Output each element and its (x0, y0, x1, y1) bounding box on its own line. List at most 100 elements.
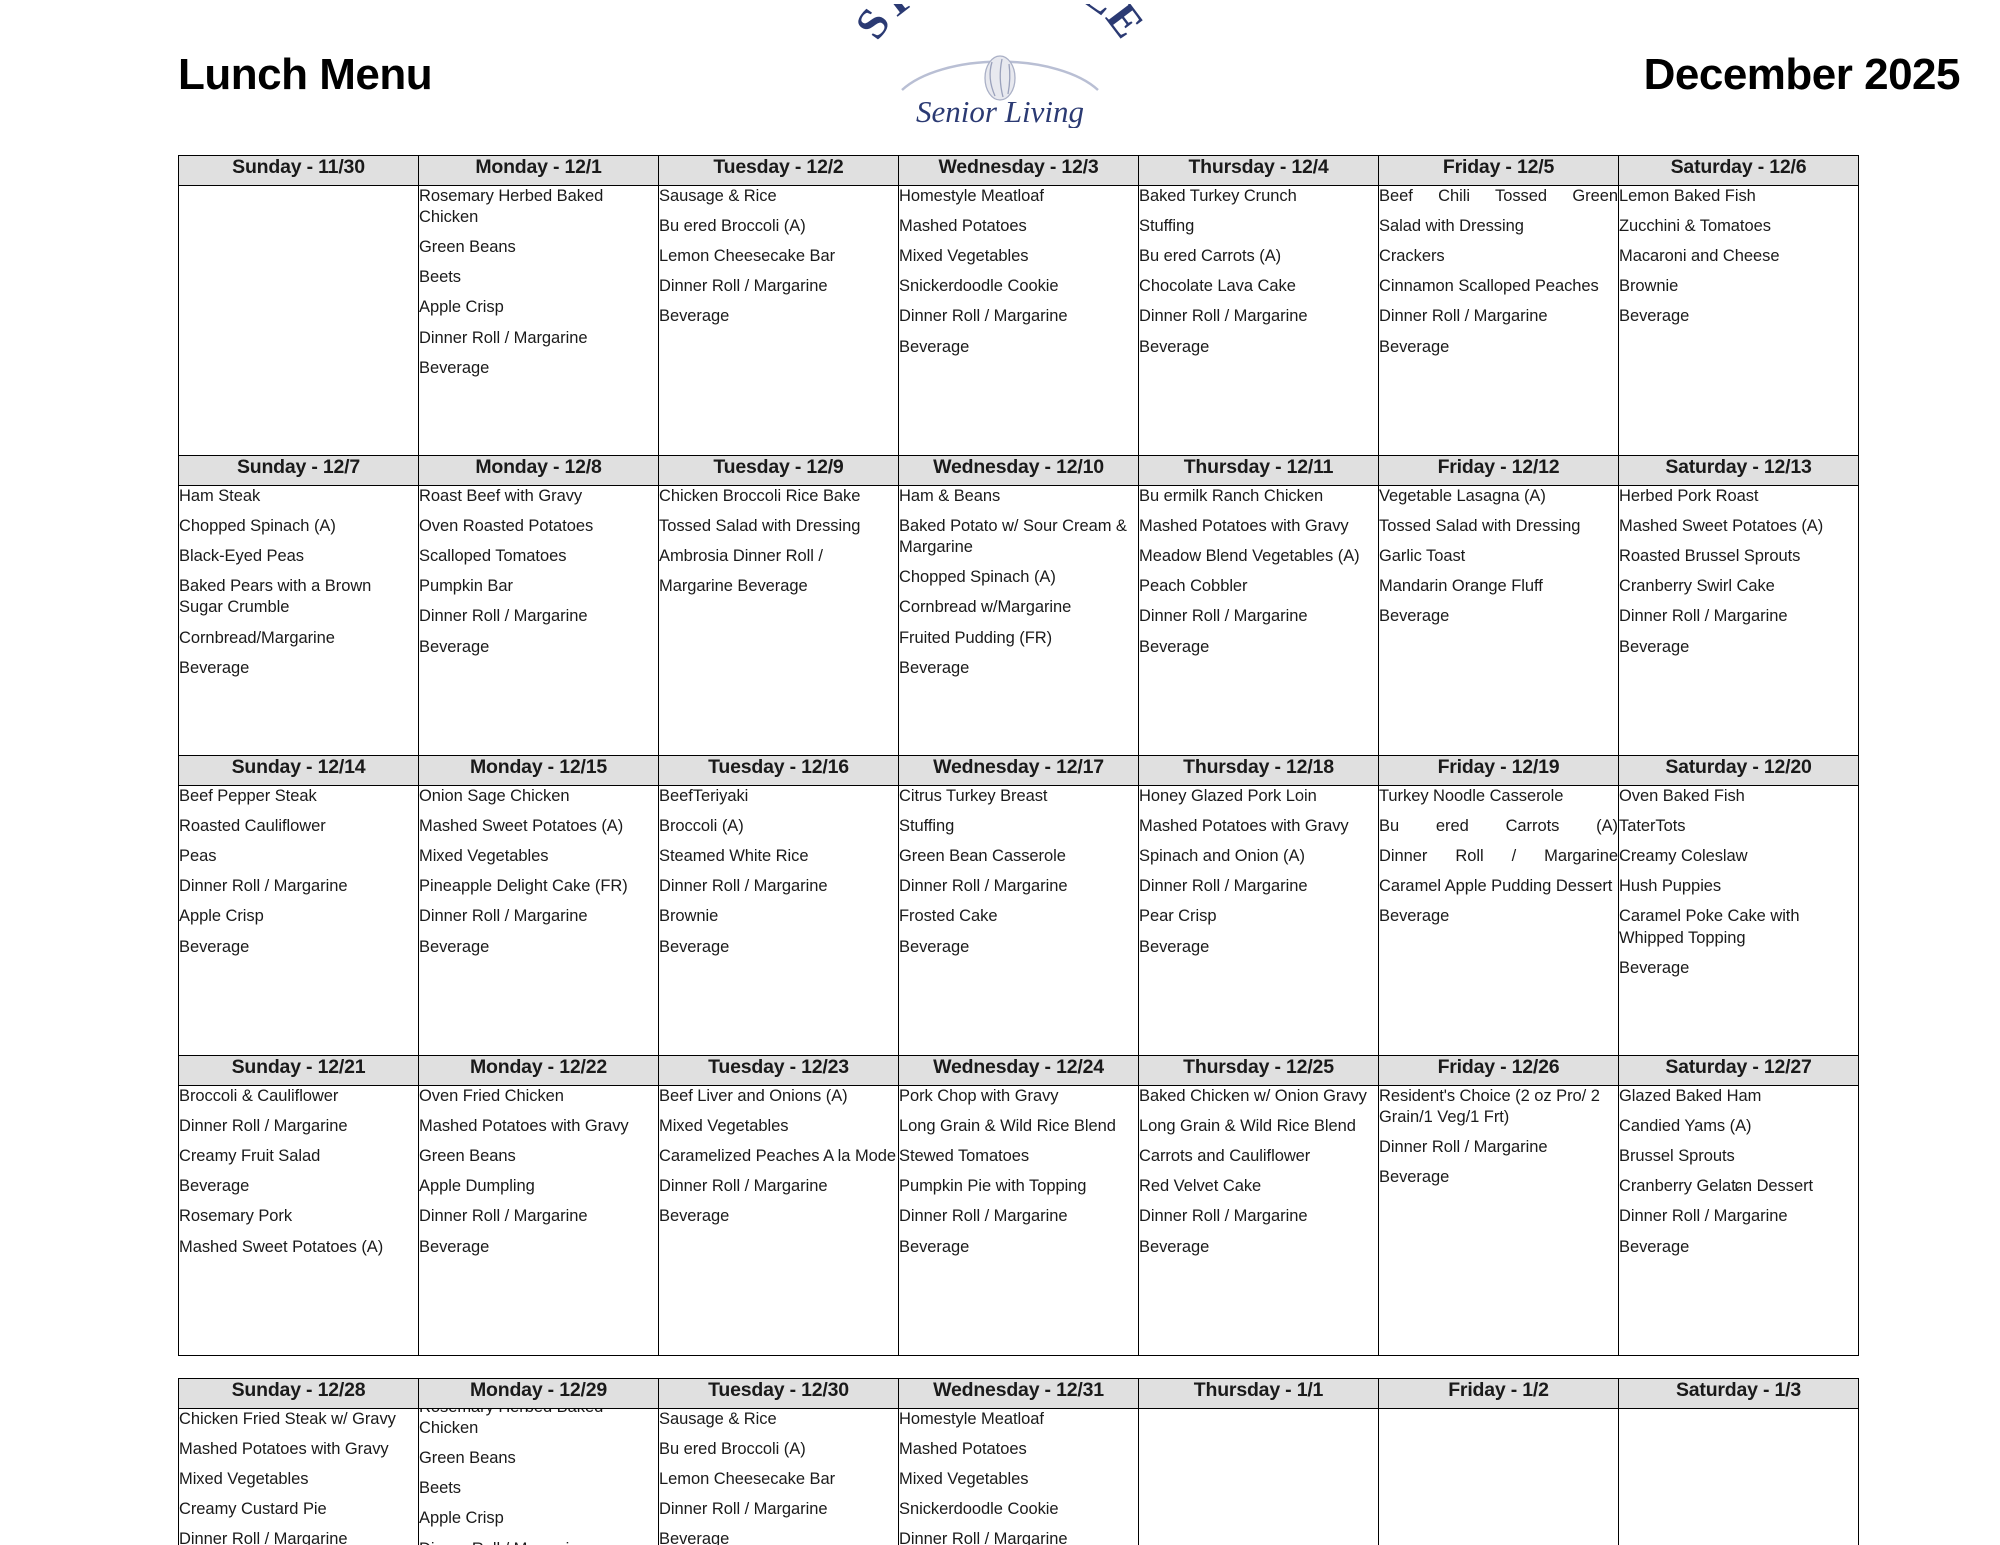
menu-item: Dinner Roll / Margarine (1619, 607, 1788, 626)
day-header-wednesday: Wednesday - 12/31 (898, 1378, 1139, 1409)
menu-item: Mashed Potatoes (899, 217, 1027, 236)
day-cell (1138, 1408, 1379, 1545)
menu-item: Mixed Vegetables (899, 247, 1029, 266)
menu-item: Apple Crisp (419, 298, 504, 317)
steelville-senior-living-logo: STEELVILLE Senior Living (850, 4, 1150, 128)
menu-item: Zucchini & Tomatoes (1619, 217, 1771, 236)
menu-item: Beverage (1619, 637, 1690, 656)
menu-item: Beverage (1619, 958, 1690, 977)
menu-item: Brownie (659, 907, 719, 926)
menu-item: Apple Crisp (179, 907, 264, 926)
day-cell: Lemon Baked Fish Zucchini & Tomatoes Macar… (1618, 185, 1859, 456)
menu-item-list: Roast Beef with Gravy Oven Roasted Potato… (419, 487, 658, 658)
menu-item: Oven Roasted Potatoes (419, 517, 594, 536)
calendar-header-row: Sunday - 12/14 Monday - 12/15 Tuesday - 12… (178, 755, 1859, 786)
menu-item: BeefTeriyaki (659, 787, 749, 805)
day-cell: Ham & Beans Baked Potato w/ Sour Cream & … (898, 485, 1139, 756)
menu-item: Green Beans (419, 1147, 516, 1166)
day-header-tuesday: Tuesday - 12/23 (658, 1055, 899, 1086)
menu-item: Beverage (179, 1177, 250, 1196)
menu-item: Dinner Roll / Margarine (1379, 1138, 1548, 1157)
day-header-thursday: Thursday - 12/11 (1138, 455, 1379, 486)
menu-item: Tossed Salad with Dressing (659, 517, 861, 536)
day-cell: Homestyle Meatloaf Mashed Potatoes Mixed V… (898, 185, 1139, 456)
menu-item: Dinner Roll / Margarine (419, 907, 588, 926)
day-header-friday: Friday - 12/26 (1378, 1055, 1619, 1086)
day-header-saturday: Saturday - 12/27 (1618, 1055, 1859, 1086)
menu-item: Chopped Spinach (A) (179, 517, 336, 536)
menu-item-list (1380, 1410, 1618, 1411)
day-cell: Citrus Turkey Breast Stuffing Green Bean C… (898, 785, 1139, 1056)
calendar-main-table: Sunday - 11/30 Monday - 12/1 Tuesday - 12/… (178, 155, 1859, 1356)
menu-item: Dinner Roll / Margarine (1139, 607, 1308, 626)
menu-item: Dinner Roll / Margarine (659, 877, 828, 896)
day-header-tuesday: Tuesday - 12/9 (658, 455, 899, 486)
menu-item: Beverage (899, 937, 970, 956)
menu-item: Beverage (659, 1207, 730, 1226)
menu-item: Creamy Fruit Salad (179, 1147, 321, 1166)
menu-item: Dinner Roll / Margarine (899, 1530, 1068, 1545)
menu-item: Baked Potato w/ Sour Cream & Margarine (899, 517, 1127, 557)
menu-item-list: Resident's Choice (2 oz Pro/ 2 Grain/1 V… (1379, 1087, 1618, 1189)
menu-item: Baked Chicken w/ Onion Gravy (1139, 1087, 1367, 1105)
menu-item: Dinner Roll / Margarine (1379, 307, 1548, 326)
menu-item-list (1620, 1410, 1858, 1411)
day-cell (1378, 1408, 1619, 1545)
day-header-tuesday: Tuesday - 12/16 (658, 755, 899, 786)
menu-item-list: Rosemary Herbed Baked Chicken Green Beans… (419, 187, 658, 379)
menu-item: Ambrosia Dinner Roll / (659, 547, 824, 566)
menu-item: Pumpkin Pie with Topping (899, 1177, 1087, 1196)
calendar-header-row: Sunday - 11/30 Monday - 12/1 Tuesday - 12/… (178, 155, 1859, 186)
menu-item: Creamy Coleslaw (1619, 847, 1748, 866)
menu-item-list: Lemon Baked Fish Zucchini & Tomatoes Macar… (1619, 187, 1858, 328)
menu-item: Dinner Roll / Margarine (899, 877, 1068, 896)
menu-item: Bu ered Broccoli (A) (659, 217, 806, 236)
menu-item-list: Rosemary Herbed Baked Chicken Green Beans… (420, 1410, 658, 1545)
menu-item-list: Homestyle Meatloaf Mashed Potatoes Mixed V… (899, 1410, 1138, 1545)
day-header-monday: Monday - 12/29 (418, 1378, 659, 1409)
menu-item: Vegetable Lasagna (A) (1379, 487, 1546, 505)
day-header-monday: Monday - 12/1 (418, 155, 659, 186)
day-header-sunday: Sunday - 11/30 (178, 155, 419, 186)
menu-item: Dinner Roll / Margarine (179, 1530, 348, 1545)
menu-item: Herbed Pork Roast (1619, 487, 1759, 505)
menu-item: Tossed Salad with Dressing (1379, 517, 1581, 536)
menu-item: Long Grain & Wild Rice Blend (899, 1117, 1116, 1136)
day-cell: Onion Sage Chicken Mashed Sweet Potatoes … (418, 785, 659, 1056)
day-cell: Resident's Choice (2 oz Pro/ 2 Grain/1 V… (1378, 1085, 1619, 1356)
menu-item: Caramel Apple Pudding Dessert (1379, 877, 1613, 896)
menu-item: Dinner Roll / Margarine (420, 1539, 658, 1545)
menu-item: Beverage (1139, 937, 1210, 956)
menu-item: Crackers (1379, 247, 1445, 266)
menu-item: Oven Fried Chicken (419, 1087, 564, 1105)
menu-item: Beef Liver and Onions (A) (659, 1087, 848, 1105)
day-header-sunday: Sunday - 12/28 (178, 1378, 419, 1409)
menu-item: Mashed Potatoes with Gravy (1139, 517, 1349, 536)
menu-item: Beverage (1139, 337, 1210, 356)
day-cell: Baked Turkey Crunch Stuffing Bu ered Carro… (1138, 185, 1379, 456)
menu-item: Beverage (899, 337, 970, 356)
menu-item: Dinner Roll / Margarine (1139, 1207, 1308, 1226)
day-cell: Chicken Broccoli Rice Bake Tossed Salad w… (658, 485, 899, 756)
menu-item: Rosemary Herbed Baked Chicken (419, 187, 604, 227)
menu-item: Mashed Sweet Potatoes (A) (419, 817, 624, 836)
menu-item-list: Turkey Noodle Casserole Bu ered Carrots (… (1379, 787, 1618, 928)
menu-item: Brussel Sprouts (1619, 1147, 1735, 1166)
menu-item: Beverage (1619, 307, 1690, 326)
day-header-wednesday: Wednesday - 12/17 (898, 755, 1139, 786)
page-title: Lunch Menu (178, 50, 433, 99)
menu-item: Mashed Sweet Potatoes (A) (179, 1237, 384, 1256)
day-cell: Broccoli & Cauliflower Dinner Roll / Marg… (178, 1085, 419, 1356)
menu-item: Bu ered Carrots (A) (1379, 817, 1618, 836)
day-cell: Herbed Pork Roast Mashed Sweet Potatoes (… (1618, 485, 1859, 756)
day-header-friday: Friday - 1/2 (1378, 1378, 1619, 1409)
day-cell: Oven Fried Chicken Mashed Potatoes with G… (418, 1085, 659, 1356)
menu-item: TaterTots (1619, 817, 1686, 836)
menu-item: Beverage (179, 658, 250, 677)
menu-item: Red Velvet Cake (1139, 1177, 1262, 1196)
menu-item: Ham & Beans (899, 487, 1001, 505)
menu-item: Beverage (659, 937, 730, 956)
menu-item: Lemon Cheesecake Bar (659, 1470, 836, 1489)
menu-item-list: Baked Chicken w/ Onion Gravy Long Grain &… (1139, 1087, 1378, 1258)
day-header-sunday: Sunday - 12/7 (178, 455, 419, 486)
